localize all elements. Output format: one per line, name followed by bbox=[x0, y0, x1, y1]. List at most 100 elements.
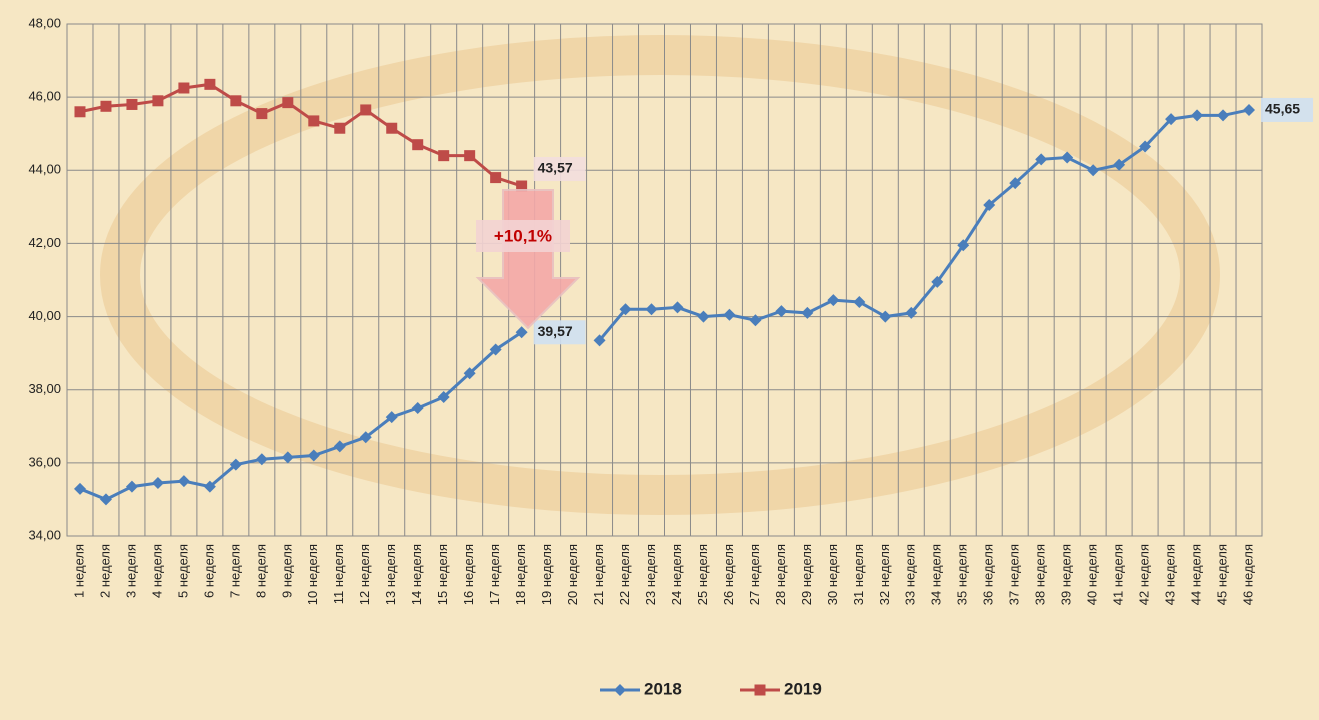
point bbox=[1035, 153, 1048, 166]
point bbox=[697, 310, 710, 323]
x-tick-label: 13 неделя bbox=[383, 544, 398, 605]
point bbox=[749, 314, 762, 327]
point bbox=[333, 440, 346, 453]
x-tick-label: 7 неделя bbox=[227, 544, 242, 598]
change-arrow: +10,1% bbox=[475, 189, 581, 330]
point bbox=[1009, 177, 1022, 190]
point bbox=[879, 310, 892, 323]
point bbox=[177, 475, 190, 488]
point bbox=[1165, 113, 1178, 126]
point bbox=[671, 301, 684, 314]
x-tick-label: 16 неделя bbox=[461, 544, 476, 605]
point bbox=[438, 150, 450, 162]
point bbox=[204, 78, 216, 90]
x-tick-label: 45 неделя bbox=[1214, 544, 1229, 605]
data-label-box bbox=[1261, 97, 1314, 122]
data-label: 43,57 bbox=[538, 160, 573, 176]
point bbox=[99, 493, 112, 506]
x-tick-label: 22 неделя bbox=[617, 544, 632, 605]
x-tick-label: 41 неделя bbox=[1111, 544, 1126, 605]
x-tick-label: 25 неделя bbox=[695, 544, 710, 605]
data-label-box bbox=[533, 320, 586, 345]
x-tick-label: 33 неделя bbox=[903, 544, 918, 605]
point bbox=[931, 275, 944, 288]
data-label-box bbox=[533, 157, 586, 182]
point bbox=[1113, 158, 1126, 171]
x-tick-label: 38 неделя bbox=[1033, 544, 1048, 605]
point bbox=[334, 122, 346, 134]
point bbox=[151, 476, 164, 489]
x-tick-label: 9 неделя bbox=[279, 544, 294, 598]
y-tick-label: 48,00 bbox=[28, 15, 61, 30]
y-tick-label: 44,00 bbox=[28, 162, 61, 177]
point bbox=[125, 480, 138, 493]
point bbox=[1087, 164, 1100, 177]
y-tick-label: 42,00 bbox=[28, 235, 61, 250]
x-tick-label: 46 неделя bbox=[1240, 544, 1255, 605]
x-tick-label: 17 неделя bbox=[487, 544, 502, 605]
point bbox=[230, 95, 242, 107]
x-tick-label: 28 неделя bbox=[773, 544, 788, 605]
point bbox=[983, 199, 996, 212]
x-tick-label: 2 неделя bbox=[97, 544, 112, 598]
x-tick-label: 29 неделя bbox=[799, 544, 814, 605]
x-tick-label: 24 неделя bbox=[669, 544, 684, 605]
x-tick-label: 6 неделя bbox=[201, 544, 216, 598]
plot-area: 34,00 36,00 38,00 40,00 42,00 44,00 46,00 48,00… bbox=[28, 15, 1314, 605]
point bbox=[957, 239, 970, 252]
point bbox=[1191, 109, 1204, 122]
x-tick-label: 35 неделя bbox=[955, 544, 970, 605]
x-tick-label: 21 неделя bbox=[591, 544, 606, 605]
point bbox=[229, 458, 242, 471]
point bbox=[1217, 109, 1230, 122]
y-tick-label: 36,00 bbox=[28, 454, 61, 469]
point bbox=[437, 391, 450, 404]
x-tick-label: 5 неделя bbox=[175, 544, 190, 598]
x-tick-label: 43 неделя bbox=[1163, 544, 1178, 605]
x-tick-label: 37 неделя bbox=[1007, 544, 1022, 605]
x-tick-label: 30 неделя bbox=[825, 544, 840, 605]
legend-label: 2019 bbox=[784, 679, 822, 698]
legend-marker bbox=[614, 684, 626, 696]
point bbox=[282, 97, 294, 109]
point bbox=[593, 334, 606, 347]
point bbox=[126, 98, 138, 110]
legend-marker bbox=[754, 684, 766, 696]
x-tick-label: 14 неделя bbox=[409, 544, 424, 605]
watermark bbox=[100, 35, 1220, 515]
point bbox=[308, 115, 320, 127]
point bbox=[307, 449, 320, 462]
point bbox=[463, 367, 476, 380]
y-tick-label: 40,00 bbox=[28, 308, 61, 323]
point bbox=[645, 303, 658, 316]
point bbox=[464, 150, 476, 162]
point bbox=[1139, 140, 1152, 153]
point bbox=[74, 106, 86, 118]
point bbox=[255, 453, 268, 466]
x-tick-label: 26 неделя bbox=[721, 544, 736, 605]
point bbox=[723, 308, 736, 321]
point bbox=[490, 172, 502, 184]
x-tick-label: 12 неделя bbox=[357, 544, 372, 605]
point bbox=[853, 295, 866, 308]
point bbox=[281, 451, 294, 464]
x-tick-label: 3 неделя bbox=[123, 544, 138, 598]
y-tick-label: 38,00 bbox=[28, 381, 61, 396]
x-tick-label: 18 неделя bbox=[513, 544, 528, 605]
point bbox=[386, 122, 398, 134]
x-tick-label: 15 неделя bbox=[435, 544, 450, 605]
point bbox=[801, 306, 814, 319]
point bbox=[360, 104, 372, 116]
point bbox=[489, 343, 502, 356]
point bbox=[100, 100, 112, 112]
legend-label: 2018 bbox=[644, 679, 682, 698]
point bbox=[256, 108, 268, 120]
point bbox=[775, 305, 788, 318]
x-tick-label: 44 неделя bbox=[1188, 544, 1203, 605]
x-tick-label: 19 неделя bbox=[539, 544, 554, 605]
point bbox=[1243, 103, 1256, 116]
point bbox=[178, 82, 190, 94]
change-annotation: +10,1% bbox=[494, 226, 552, 245]
